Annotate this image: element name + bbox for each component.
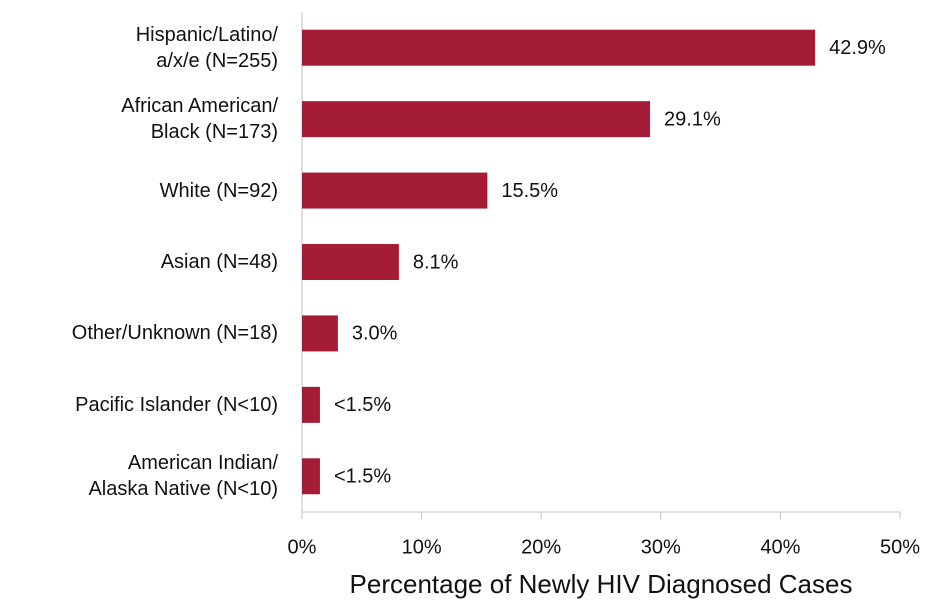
x-axis-title: Percentage of Newly HIV Diagnosed Cases [350,569,853,599]
data-label: <1.5% [334,394,391,416]
x-tick-label: 10% [402,536,442,558]
bar [302,29,816,66]
y-tick-label: Pacific Islander (N<10) [75,393,278,416]
data-label: 42.9% [829,37,886,59]
y-tick-label: Hispanic/Latino/ a/x/e (N=255) [135,23,278,72]
bar [302,386,320,423]
data-label: 8.1% [413,251,459,273]
bar [302,172,488,209]
y-tick-label: American Indian/ Alaska Native (N<10) [88,452,278,501]
data-label: 3.0% [352,323,398,345]
x-tick-label: 20% [521,536,561,558]
bar [302,315,338,352]
y-tick-label: African American/ Black (N=173) [121,95,278,144]
y-tick-label: Other/Unknown (N=18) [71,322,278,345]
x-tick-label: 30% [641,536,681,558]
bar [302,101,651,138]
data-label: <1.5% [334,466,391,488]
data-label: 29.1% [664,108,721,130]
y-tick-label: Asian (N=48) [160,251,278,273]
y-tick-label: White (N=92) [159,179,278,202]
bar [302,244,399,280]
x-tick-label: 50% [880,536,920,558]
x-tick-label: 0% [288,536,317,558]
x-tick-label: 40% [760,536,800,558]
bar [302,458,320,495]
data-label: 15.5% [501,180,558,202]
